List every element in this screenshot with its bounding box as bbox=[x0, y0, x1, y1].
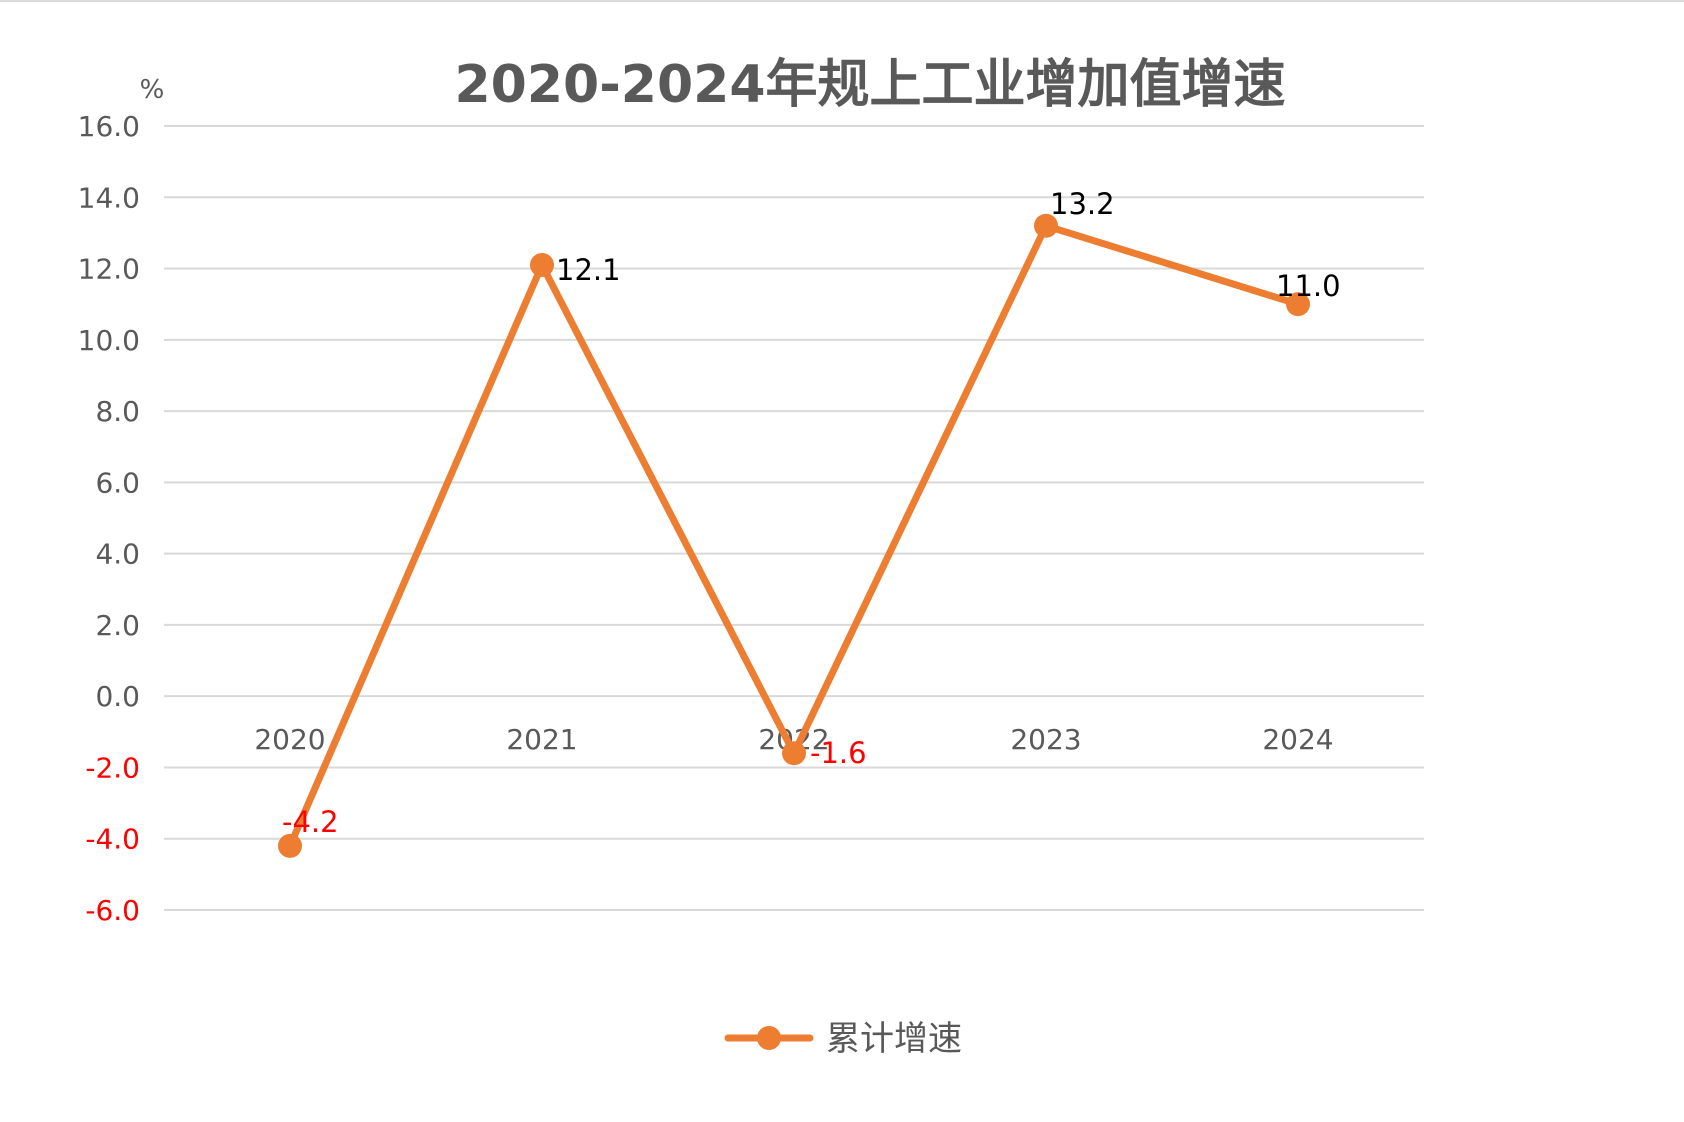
x-tick-label: 2023 bbox=[1010, 723, 1081, 756]
series-layer bbox=[278, 213, 1310, 858]
legend-label: 累计增速 bbox=[826, 1019, 962, 1059]
y-tick-label: 6.0 bbox=[95, 466, 140, 499]
x-tick-label: 2020 bbox=[254, 723, 325, 756]
data-point-marker bbox=[782, 741, 806, 766]
y-tick-label: -4.0 bbox=[85, 823, 140, 856]
data-labels: -4.2 12.1 -1.6 13.2 11.0 bbox=[282, 187, 1341, 839]
data-label: 13.2 bbox=[1050, 187, 1115, 221]
legend: 累计增速 bbox=[724, 1019, 962, 1059]
y-tick-label: 14.0 bbox=[78, 181, 140, 214]
data-label: 12.1 bbox=[556, 253, 621, 287]
data-label: -4.2 bbox=[282, 805, 339, 839]
y-tick-label: 8.0 bbox=[95, 395, 140, 428]
x-axis: 2020 2021 2022 2023 2024 bbox=[254, 723, 1333, 756]
y-tick-label: 16.0 bbox=[78, 110, 140, 143]
data-point-marker bbox=[278, 833, 302, 858]
y-tick-label: 2.0 bbox=[95, 609, 140, 642]
data-point-marker bbox=[1286, 292, 1310, 317]
y-tick-label: -2.0 bbox=[85, 751, 140, 784]
chart-title: 2020-2024年规上工业增加值增速 bbox=[454, 55, 1285, 115]
y-tick-label: 0.0 bbox=[95, 680, 140, 713]
y-tick-label: 12.0 bbox=[78, 253, 140, 286]
data-point-marker bbox=[1034, 213, 1058, 238]
data-point-marker bbox=[530, 252, 554, 277]
y-tick-label: -6.0 bbox=[85, 894, 140, 927]
y-axis: 16.0 14.0 12.0 10.0 8.0 6.0 4.0 2.0 0.0 -2.0 -4.0 -… bbox=[78, 110, 140, 927]
data-label: -1.6 bbox=[810, 736, 867, 770]
x-tick-label: 2024 bbox=[1262, 723, 1333, 756]
grid bbox=[164, 125, 1424, 911]
x-tick-label: 2021 bbox=[506, 723, 577, 756]
data-label: 11.0 bbox=[1276, 269, 1341, 303]
legend-marker bbox=[757, 1026, 781, 1050]
y-axis-unit: % bbox=[140, 75, 165, 105]
y-tick-label: 4.0 bbox=[95, 538, 140, 571]
y-tick-label: 10.0 bbox=[78, 324, 140, 357]
